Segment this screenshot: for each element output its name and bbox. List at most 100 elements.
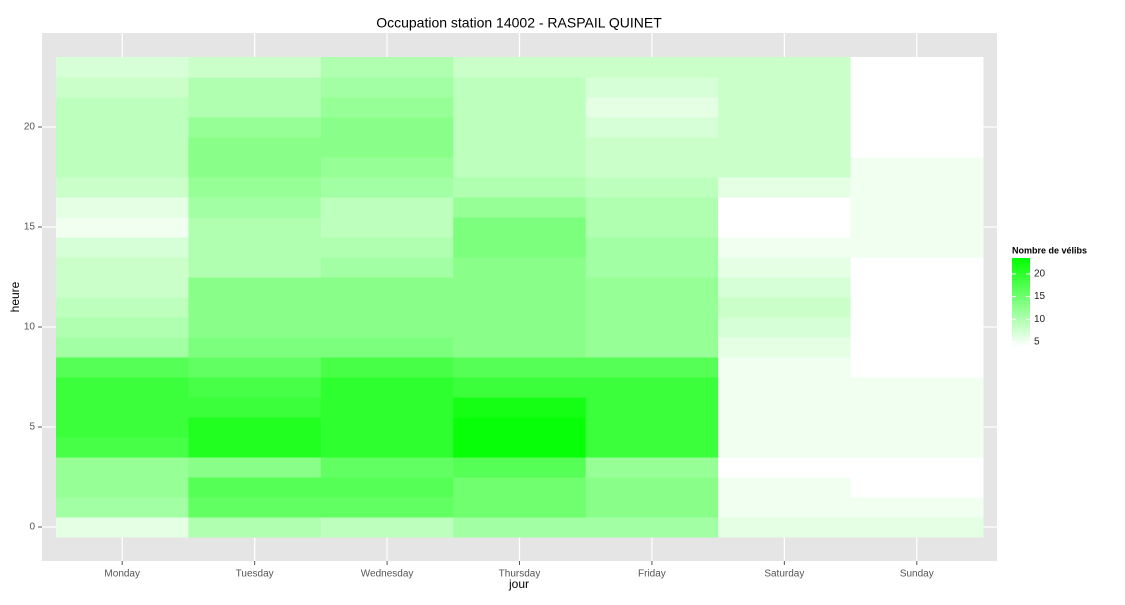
heat-cell — [56, 417, 189, 438]
heat-cell — [188, 137, 322, 158]
heat-cell — [585, 437, 719, 458]
heat-cell — [320, 397, 454, 418]
heat-cell — [453, 497, 587, 518]
x-tick-label: Thursday — [499, 569, 541, 580]
heat-cell — [56, 517, 189, 538]
heat-cell — [585, 457, 719, 478]
heat-cell — [453, 417, 587, 438]
heat-cell — [453, 237, 587, 258]
heat-cell — [718, 457, 852, 478]
heat-cell — [718, 137, 852, 158]
heat-cell — [320, 157, 454, 178]
legend-title: Nombre de vélibs — [1012, 245, 1087, 255]
heat-cell — [718, 477, 852, 498]
heat-cell — [320, 237, 454, 258]
heat-cell — [850, 357, 984, 378]
heat-cell — [585, 397, 719, 418]
heat-cell — [718, 497, 852, 518]
heat-cell — [850, 477, 984, 498]
heat-cell — [850, 437, 984, 458]
heat-cell — [850, 197, 984, 218]
x-tick-label: Wednesday — [361, 569, 414, 580]
heat-cell — [320, 97, 454, 118]
heat-cell — [453, 97, 587, 118]
heat-cell — [850, 417, 984, 438]
heat-cell — [56, 77, 189, 98]
heat-cell — [453, 297, 587, 318]
heat-cell — [56, 297, 189, 318]
heat-cell — [56, 357, 189, 378]
y-tick-label: 15 — [24, 222, 36, 233]
heat-cell — [453, 377, 587, 398]
heat-cell — [188, 357, 322, 378]
heat-cell — [453, 137, 587, 158]
heat-cell — [320, 457, 454, 478]
colorbar-label: 15 — [1034, 291, 1046, 302]
heat-cell — [56, 217, 189, 238]
heat-cell — [453, 197, 587, 218]
heat-cell — [453, 77, 587, 98]
heat-cell — [585, 157, 719, 178]
heat-cell — [718, 417, 852, 438]
heat-cell — [453, 437, 587, 458]
heat-cell — [718, 237, 852, 258]
y-axis-title: heure — [8, 281, 22, 312]
heat-cell — [850, 97, 984, 118]
heat-cell — [188, 517, 322, 538]
heat-cell — [56, 97, 189, 118]
heat-cell — [718, 517, 852, 538]
heat-cell — [585, 117, 719, 138]
heat-cell — [453, 257, 587, 278]
heat-cell — [585, 177, 719, 198]
heat-cell — [56, 317, 189, 338]
heat-cell — [718, 357, 852, 378]
heat-cell — [320, 57, 454, 78]
heat-cell — [453, 357, 587, 378]
heat-cell — [453, 397, 587, 418]
heat-cell — [585, 417, 719, 438]
heat-cell — [320, 417, 454, 438]
heat-cell — [320, 177, 454, 198]
heat-cell — [850, 337, 984, 358]
heat-cell — [188, 117, 322, 138]
heat-cell — [453, 117, 587, 138]
heat-cell — [453, 457, 587, 478]
chart-title: Occupation station 14002 - RASPAIL QUINE… — [376, 15, 662, 31]
y-tick-label: 10 — [24, 322, 36, 333]
heat-cell — [188, 417, 322, 438]
heat-cell — [850, 137, 984, 158]
heat-cell — [320, 137, 454, 158]
heat-cell — [188, 377, 322, 398]
x-tick-label: Tuesday — [236, 569, 274, 580]
heat-cell — [585, 297, 719, 318]
heat-cell — [320, 277, 454, 298]
heat-cell — [850, 177, 984, 198]
heat-cell — [188, 77, 322, 98]
heat-cell — [585, 377, 719, 398]
heat-cell — [453, 477, 587, 498]
heat-cell — [188, 497, 322, 518]
heat-cell — [188, 157, 322, 178]
heat-cell — [320, 197, 454, 218]
heat-cell — [188, 317, 322, 338]
heat-cell — [718, 297, 852, 318]
heat-cell — [585, 517, 719, 538]
heat-cell — [850, 517, 984, 538]
colorbar-label: 5 — [1034, 337, 1040, 348]
heat-cell — [320, 257, 454, 278]
heat-cell — [56, 137, 189, 158]
heat-cell — [718, 277, 852, 298]
heat-cell — [585, 337, 719, 358]
heat-cell — [56, 117, 189, 138]
heat-cell — [56, 477, 189, 498]
heat-cell — [188, 97, 322, 118]
heat-cell — [718, 377, 852, 398]
heat-cell — [850, 57, 984, 78]
heat-cell — [453, 157, 587, 178]
heat-cell — [718, 217, 852, 238]
heat-cell — [320, 477, 454, 498]
heat-cell — [56, 337, 189, 358]
x-axis-title: jour — [508, 577, 529, 591]
